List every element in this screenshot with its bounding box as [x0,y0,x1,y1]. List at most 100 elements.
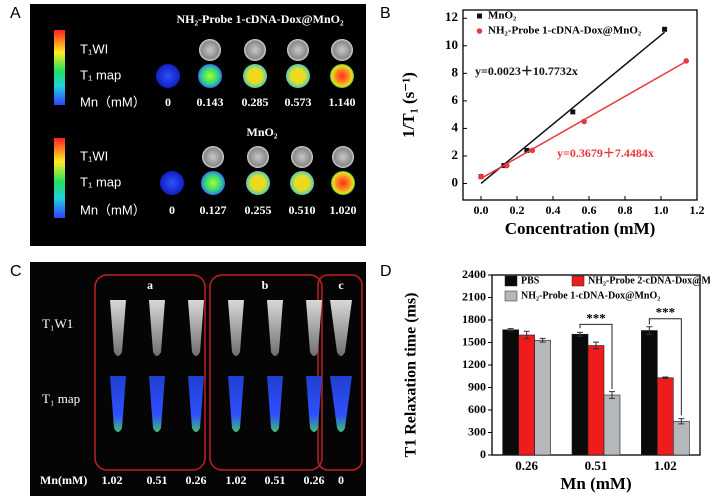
legend-label: NH₂-Probe 1-cDNA-Dox@MnO₂ [521,290,660,301]
tube-t1map [267,376,283,432]
tube-t1w [110,300,126,356]
bar [518,334,535,456]
legend-swatch [504,290,518,302]
panel-a-background [30,4,366,246]
group-label: a [147,278,153,292]
legend-marker [477,13,482,19]
sample-t1map [286,64,310,88]
tube-t1w [149,300,165,356]
point [662,26,668,32]
group-label: b [262,278,269,292]
y-tick-label: 300 [468,424,486,438]
point [570,109,576,115]
significance-label: *** [586,310,606,325]
bar [641,330,658,456]
y-tick-label: 6 [452,92,459,107]
concentration-label: 0 [169,203,175,217]
tube-t1w [228,300,244,356]
panel-a: NH₂-Probe 1-cDNA-Dox@MnO₂ T₁WI T₁ map Mn（mM… [30,4,366,246]
x-axis-label: Concentration (mM) [505,219,656,238]
error-bar [523,330,530,340]
concentration-label: 1.02 [226,473,247,487]
concentration-label: 0.127 [200,203,227,217]
error-bar [593,341,599,350]
legend-label: MnO₂ [488,10,517,22]
x-tick-label: 0.8 [618,203,633,217]
sample-t1wi [247,146,269,168]
axis-label: Mn(mM) [40,473,87,487]
group-box [209,274,323,471]
error-bar [646,326,653,335]
error-bar [678,418,685,425]
y-tick-label: 10 [445,37,458,52]
legend-label: NH₂-Probe 2-cDNA-Dox@MnO₂ [588,275,710,286]
group-label: c [338,278,344,292]
sample-t1map [243,64,267,88]
y-axis-label: 1/T₁ (s⁻¹) [399,72,418,138]
sample-t1map [290,171,314,195]
concentration-label: 0.143 [197,95,224,109]
y-tick-label: 12 [445,9,458,24]
y-tick-label: 0 [452,174,459,189]
sample-t1wi [332,146,354,168]
sample-t1wi [291,146,313,168]
concentration-label: 0.510 [289,203,316,217]
concentration-label: 0.26 [186,473,207,487]
concentration-label: 0.285 [242,95,269,109]
x-tick-label: 0.51 [585,458,608,473]
row-label: T₁ map [80,174,121,189]
colorbar [54,30,65,105]
tube-t1map [228,376,244,432]
error-bar [507,328,514,332]
row-label: T₁ map [80,67,121,82]
sample-t1wi [199,39,221,61]
x-tick-label: 0.26 [515,458,538,473]
sample-t1map [331,171,355,195]
error-bar [539,337,546,343]
x-tick-label: 1.0 [654,203,669,217]
y-tick-label: 1200 [462,357,486,371]
concentration-label: 0 [165,95,171,109]
sample-t1map [160,171,184,195]
y-axis-label: T1 Relaxation time (ms) [403,293,420,458]
row-label: T₁W1 [42,316,73,331]
y-tick-label: 600 [468,402,486,416]
tube-t1w [306,300,322,356]
sample-t1map [330,64,354,88]
panel-d: 0 300 600 900 1200 1500 1800 2100 2400 0.26 0.51 1.… [403,267,710,493]
fit-line [480,31,666,185]
row-label: Mn（mM） [80,94,146,109]
x-tick-label: 1.02 [654,458,677,473]
bar [657,377,674,456]
concentration-label: 0.573 [285,95,312,109]
y-tick-label: 4 [452,119,459,134]
colorbar [54,138,65,218]
point [581,118,587,125]
sample-t1wi [202,146,224,168]
tube-t1w [188,300,204,356]
concentration-label: 0.51 [265,473,286,487]
x-tick-label: 0.2 [510,203,525,217]
point [478,173,484,180]
tube-t1map [188,376,204,432]
x-tick-label: 0.4 [546,203,561,217]
row-label: T₁WI [80,41,108,56]
panel-b: 0 2 4 6 8 10 12 0.0 0.2 0.4 0.6 0.8 1.0 1.2 Concentrat… [399,9,705,238]
plot-frame [462,9,698,201]
concentration-label: 1.140 [329,95,356,109]
x-axis-label: Mn (mM) [560,474,631,493]
bar [502,329,519,456]
group-title: MnO₂ [247,125,278,139]
row-label: T₁ map [42,391,80,406]
sample-t1wi [331,39,353,61]
x-tick-label: 0.6 [582,203,597,217]
concentration-label: 0.26 [304,473,325,487]
concentration-label: 0.255 [245,203,272,217]
sample-t1map [198,64,222,88]
sample-t1map [156,64,180,88]
panel-label: A [10,5,21,22]
tube-t1map [330,376,352,432]
legend-marker [476,28,483,34]
panel-c: a b c T₁W1 T₁ map Mn(mM) 1.02 0.51 0.26 1.02 0.51 0… [30,262,366,496]
